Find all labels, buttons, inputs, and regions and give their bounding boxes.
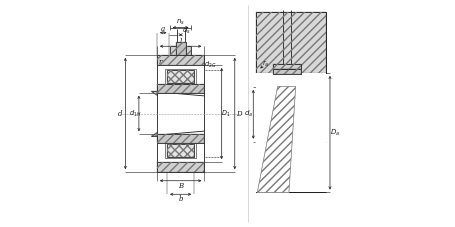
Polygon shape (157, 55, 204, 65)
Text: $n_s$: $n_s$ (176, 18, 185, 27)
Text: $d_a$: $d_a$ (243, 109, 253, 119)
Text: d: d (118, 109, 122, 118)
Polygon shape (257, 86, 295, 192)
Polygon shape (169, 46, 191, 55)
Text: $d_s$: $d_s$ (181, 26, 190, 36)
Text: b: b (178, 195, 182, 203)
Polygon shape (272, 69, 300, 74)
Polygon shape (256, 12, 325, 73)
Polygon shape (157, 134, 204, 143)
Text: l: l (179, 38, 182, 46)
Text: B: B (177, 182, 183, 190)
Text: r: r (158, 58, 161, 66)
Text: $d_{1H}$: $d_{1H}$ (129, 109, 141, 118)
Polygon shape (151, 91, 157, 95)
Text: $d_{2G}$: $d_{2G}$ (203, 60, 216, 71)
Polygon shape (167, 70, 194, 83)
Polygon shape (151, 132, 157, 136)
Polygon shape (157, 162, 204, 172)
Polygon shape (167, 144, 194, 157)
Text: $D_a$: $D_a$ (329, 128, 339, 138)
Text: D: D (236, 109, 241, 118)
Polygon shape (272, 64, 300, 69)
Text: a: a (161, 25, 165, 33)
Text: $r_a$: $r_a$ (261, 58, 269, 69)
Polygon shape (157, 84, 204, 93)
Polygon shape (175, 42, 185, 55)
Text: $D_1$: $D_1$ (220, 109, 229, 118)
Polygon shape (256, 73, 325, 192)
